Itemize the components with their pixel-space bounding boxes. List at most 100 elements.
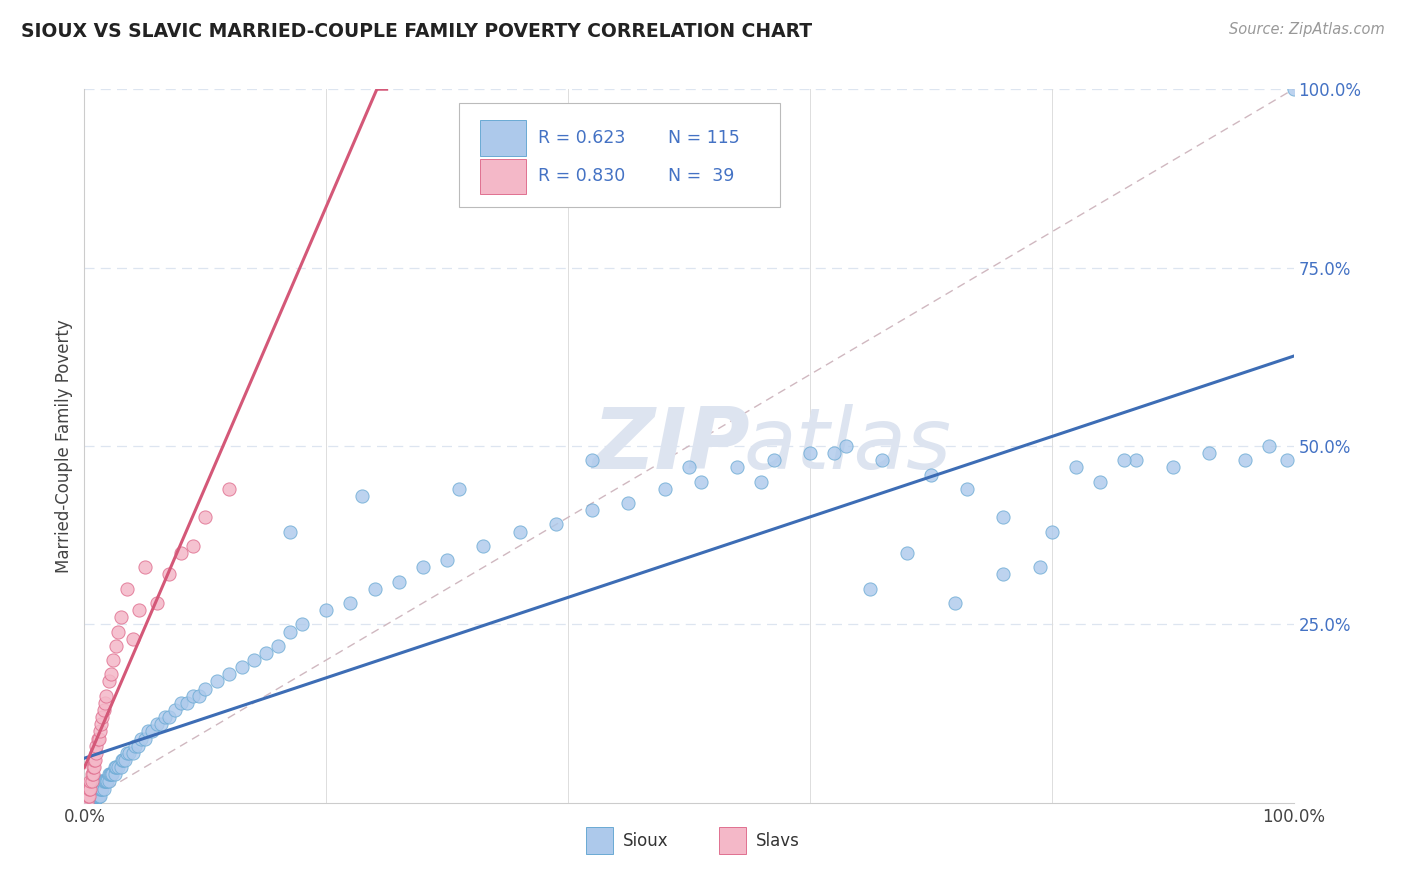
Point <box>90 774 112 789</box>
Point <box>80 796 103 810</box>
Point <box>86 789 108 803</box>
Point <box>654 482 676 496</box>
Point <box>91 781 114 796</box>
Point <box>87 731 110 746</box>
Point <box>1125 453 1147 467</box>
Point <box>80 774 103 789</box>
Point <box>146 596 169 610</box>
Point <box>77 789 100 803</box>
Point <box>77 796 100 810</box>
Bar <box>586 827 613 855</box>
Point <box>449 482 471 496</box>
Point <box>1040 524 1063 539</box>
Y-axis label: Married-Couple Family Poverty: Married-Couple Family Poverty <box>55 319 73 573</box>
Point <box>859 582 882 596</box>
Point <box>181 539 204 553</box>
Point <box>93 703 115 717</box>
Point <box>79 796 101 810</box>
Point <box>128 603 150 617</box>
Point <box>176 696 198 710</box>
Point <box>79 774 101 789</box>
Text: R = 0.830: R = 0.830 <box>538 168 626 186</box>
Point <box>96 774 118 789</box>
Point <box>993 567 1015 582</box>
Point <box>111 753 134 767</box>
Point <box>194 681 217 696</box>
Point <box>231 660 253 674</box>
Point <box>84 789 107 803</box>
Point <box>94 689 117 703</box>
Point <box>82 767 104 781</box>
Point <box>146 717 169 731</box>
Point <box>83 796 105 810</box>
Point <box>165 703 187 717</box>
Text: Sioux: Sioux <box>623 831 668 849</box>
Point <box>76 796 98 810</box>
Point <box>799 446 821 460</box>
Point <box>339 596 361 610</box>
Point <box>581 503 603 517</box>
Point <box>725 460 748 475</box>
Point <box>94 774 117 789</box>
Point <box>141 724 163 739</box>
Point <box>93 781 115 796</box>
Point <box>436 553 458 567</box>
Point <box>115 582 138 596</box>
Point <box>82 760 104 774</box>
Point <box>194 510 217 524</box>
Point <box>155 710 177 724</box>
Point <box>94 774 117 789</box>
Point <box>110 760 132 774</box>
Point <box>77 789 100 803</box>
Point <box>104 760 127 774</box>
Point <box>835 439 858 453</box>
Text: Source: ZipAtlas.com: Source: ZipAtlas.com <box>1229 22 1385 37</box>
Point <box>97 767 120 781</box>
Point <box>181 689 204 703</box>
Point <box>943 596 966 610</box>
Point <box>80 796 103 810</box>
Point <box>86 789 108 803</box>
Point <box>83 753 105 767</box>
Point <box>1088 475 1111 489</box>
Point <box>1282 82 1305 96</box>
Point <box>1114 453 1136 467</box>
Point <box>94 696 117 710</box>
Point <box>278 524 301 539</box>
Point <box>823 446 845 460</box>
Text: R = 0.623: R = 0.623 <box>538 128 626 147</box>
Point <box>89 724 111 739</box>
Point <box>1064 460 1087 475</box>
Point <box>83 760 105 774</box>
Point <box>315 603 337 617</box>
FancyBboxPatch shape <box>460 103 780 207</box>
Point <box>352 489 374 503</box>
Point <box>1258 439 1281 453</box>
Point <box>138 724 160 739</box>
Point <box>86 746 108 760</box>
Point <box>97 674 120 689</box>
Point <box>1161 460 1184 475</box>
Point <box>956 482 979 496</box>
Text: ZIP: ZIP <box>592 404 749 488</box>
Point <box>104 639 127 653</box>
Bar <box>720 827 745 855</box>
Point <box>762 453 785 467</box>
Text: N = 115: N = 115 <box>668 128 740 147</box>
Point <box>82 796 104 810</box>
Point <box>412 560 434 574</box>
Point <box>104 767 127 781</box>
Point <box>77 781 100 796</box>
Point <box>581 453 603 467</box>
Point <box>89 781 111 796</box>
Point <box>107 624 129 639</box>
Bar <box>479 120 526 156</box>
Point <box>90 781 112 796</box>
Point <box>107 760 129 774</box>
Point <box>118 746 141 760</box>
Point <box>267 639 290 653</box>
Point <box>242 653 264 667</box>
Point <box>77 796 100 810</box>
Point <box>170 546 193 560</box>
Point <box>472 539 495 553</box>
